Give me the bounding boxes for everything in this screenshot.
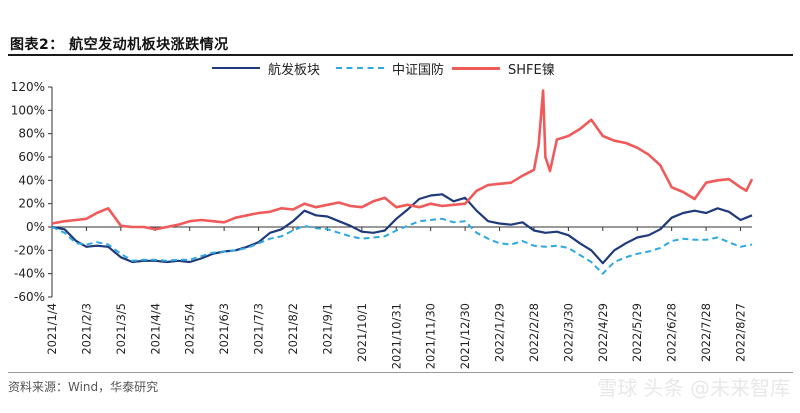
legend-item-aero: 航发板块 — [212, 58, 320, 78]
legend-item-nickel: SHFE镍 — [452, 58, 555, 78]
x-tick-label: 2022/6/28 — [665, 303, 679, 362]
x-tick-label: 2022/3/30 — [561, 303, 575, 362]
x-tick-label: 2021/2/3 — [79, 303, 93, 355]
chart-legend: 航发板块 中证国防 SHFE镍 — [0, 58, 800, 78]
title-divider — [8, 54, 793, 56]
x-tick-label: 2022/4/29 — [596, 303, 610, 362]
x-tick-label: 2022/5/29 — [630, 303, 644, 362]
x-tick-label: 2022/2/28 — [527, 303, 541, 362]
x-tick-label: 2022/1/29 — [493, 303, 507, 362]
x-tick-label: 2022/8/27 — [734, 303, 748, 362]
y-tick-label: 80% — [18, 127, 45, 141]
watermark-text: 雪球 头条 @未来智库 — [597, 376, 790, 400]
legend-label-military: 中证国防 — [392, 62, 445, 78]
y-tick-label: -40% — [14, 267, 45, 281]
x-tick-label: 2021/7/3 — [252, 303, 266, 355]
x-tick-label: 2021/10/1 — [355, 303, 369, 362]
y-tick-label: 20% — [18, 197, 45, 211]
y-tick-label: 0% — [26, 220, 45, 234]
x-tick-label: 2021/9/1 — [320, 303, 334, 355]
legend-swatch-nickel — [452, 66, 500, 70]
series-line-aero — [51, 193, 753, 265]
x-tick-label: 2021/6/3 — [217, 303, 231, 355]
x-tick-label: 2021/10/31 — [389, 303, 403, 369]
x-tick-label: 2022/7/28 — [699, 303, 713, 362]
y-tick-label: 60% — [18, 150, 45, 164]
x-tick-label: 2021/8/2 — [286, 303, 300, 355]
legend-label-nickel: SHFE镍 — [508, 62, 555, 78]
legend-item-military: 中证国防 — [336, 58, 444, 78]
series-line-military — [51, 217, 753, 275]
chart-axes: 120%100%80%60%40%20%0%-20%-40%-60%2021/1… — [11, 80, 752, 369]
legend-label-aero: 航发板块 — [268, 62, 321, 78]
legend-swatch-aero — [212, 67, 260, 69]
series-line-nickel — [51, 89, 754, 231]
source-divider — [8, 372, 793, 373]
y-tick-label: 120% — [11, 80, 45, 94]
x-tick-label: 2021/1/4 — [45, 303, 59, 355]
figure-title: 图表2： 航空发动机板块涨跌情况 — [10, 37, 229, 53]
x-tick-label: 2021/4/4 — [148, 303, 162, 355]
y-tick-label: 100% — [11, 103, 45, 117]
x-tick-label: 2021/5/4 — [183, 303, 197, 355]
legend-swatch-military — [336, 67, 384, 69]
source-note: 资料来源：Wind，华泰研究 — [8, 380, 159, 394]
y-tick-label: -60% — [14, 290, 45, 304]
chart-series — [51, 89, 754, 275]
y-tick-label: 40% — [18, 173, 45, 187]
x-tick-label: 2021/11/30 — [424, 303, 438, 369]
x-tick-label: 2021/3/5 — [114, 303, 128, 355]
x-tick-label: 2021/12/30 — [458, 303, 472, 369]
y-tick-label: -20% — [14, 243, 45, 257]
